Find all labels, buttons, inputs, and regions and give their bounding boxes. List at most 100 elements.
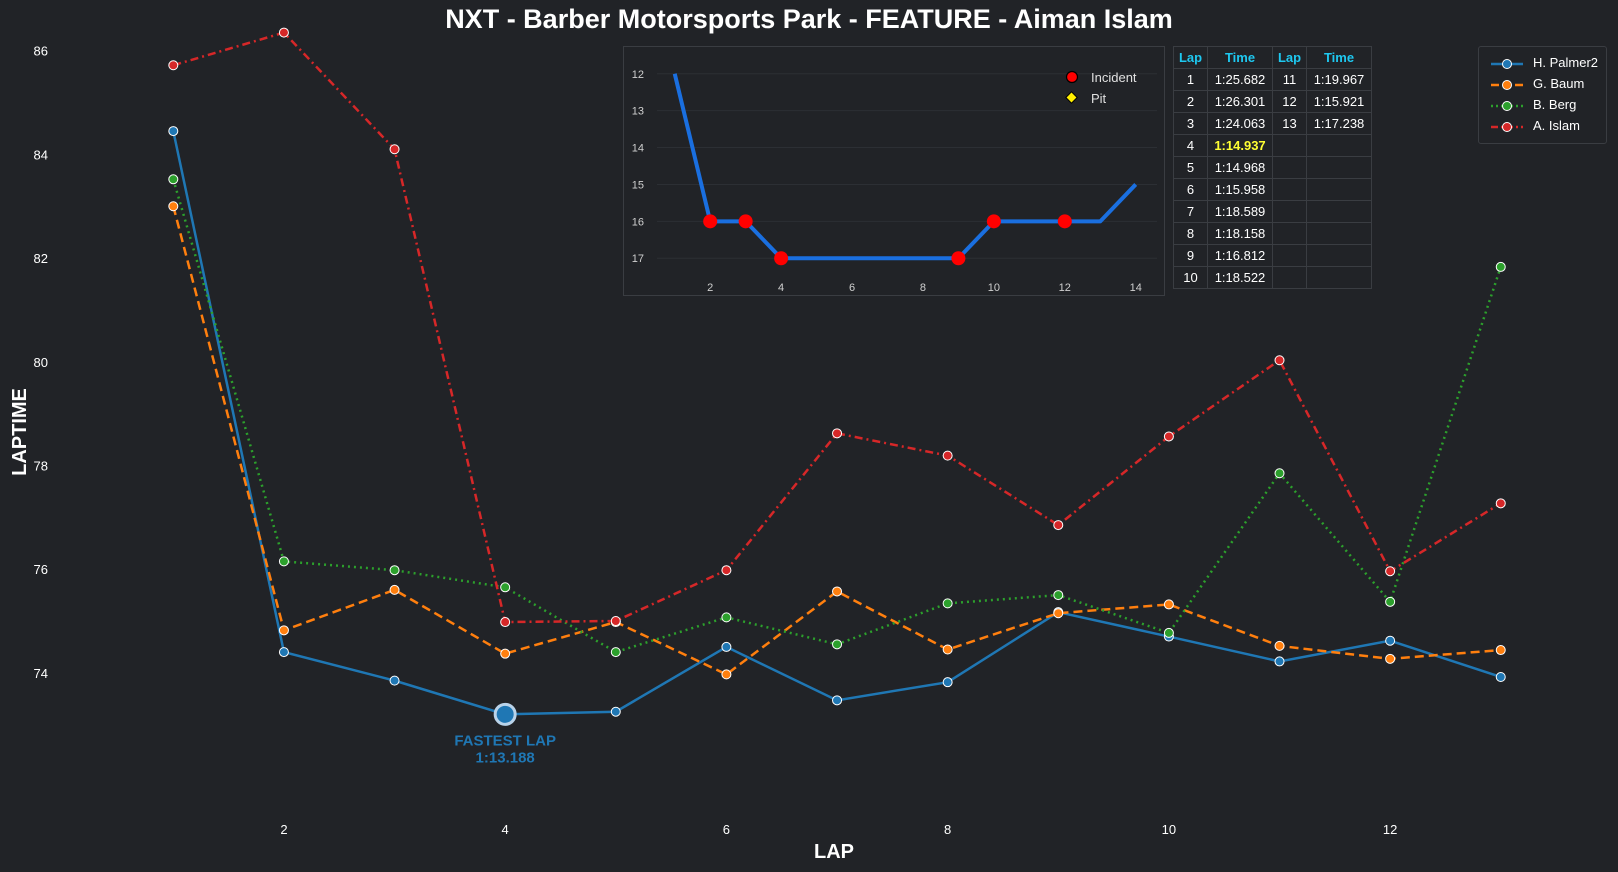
data-point bbox=[389, 565, 400, 576]
y-tick-label: 84 bbox=[34, 147, 48, 162]
x-tick-label: 6 bbox=[723, 822, 730, 837]
lap-times-table: Lap Time Lap Time 1 1:25.682 11 1:19.967 2 1:… bbox=[1173, 46, 1372, 289]
y-tick-label: 76 bbox=[34, 562, 48, 577]
table-cell: 3 bbox=[1173, 112, 1208, 135]
incident-marker bbox=[774, 251, 789, 266]
table-cell bbox=[1306, 134, 1372, 157]
table-cell: 5 bbox=[1173, 156, 1208, 179]
data-point bbox=[1053, 608, 1064, 619]
table-cell bbox=[1272, 134, 1307, 157]
table-cell bbox=[1272, 266, 1307, 289]
y-tick-label: 82 bbox=[34, 251, 48, 266]
table-cell bbox=[1272, 200, 1307, 223]
data-point bbox=[721, 565, 732, 576]
table-cell: 11 bbox=[1272, 68, 1307, 91]
y-axis-label: LAPTIME bbox=[9, 388, 31, 476]
table-row: 3 1:24.063 13 1:17.238 bbox=[1173, 112, 1372, 135]
fastest-lap-label: FASTEST LAP bbox=[454, 732, 556, 749]
table-cell: 2 bbox=[1173, 90, 1208, 113]
x-tick-label: 10 bbox=[1162, 822, 1176, 837]
inset-y-tick: 16 bbox=[632, 216, 644, 228]
data-point bbox=[1495, 671, 1506, 682]
table-cell: 6 bbox=[1173, 178, 1208, 201]
table-row: 9 1:16.812 bbox=[1173, 244, 1372, 267]
table-cell bbox=[1306, 244, 1372, 267]
table-cell: 1:15.921 bbox=[1306, 90, 1372, 113]
data-point bbox=[610, 706, 621, 717]
inset-y-tick: 13 bbox=[632, 106, 644, 118]
legend-marker-icon bbox=[1491, 122, 1523, 132]
table-cell bbox=[1272, 178, 1307, 201]
data-point bbox=[168, 174, 179, 185]
data-point bbox=[942, 677, 953, 688]
data-point bbox=[168, 60, 179, 71]
table-cell: 1:14.937 bbox=[1207, 134, 1273, 157]
table-cell: 8 bbox=[1173, 222, 1208, 245]
data-point bbox=[168, 201, 179, 212]
inset-y-tick: 15 bbox=[632, 179, 644, 191]
legend-incident-label: Incident bbox=[1091, 70, 1137, 85]
table-cell bbox=[1272, 156, 1307, 179]
incident-marker-icon bbox=[1065, 70, 1079, 84]
data-point bbox=[610, 647, 621, 658]
table-cell: 1:26.301 bbox=[1207, 90, 1273, 113]
data-point bbox=[832, 428, 843, 439]
y-tick-label: 80 bbox=[34, 355, 48, 370]
table-cell bbox=[1306, 156, 1372, 179]
table-cell: 1:18.522 bbox=[1207, 266, 1273, 289]
data-point bbox=[500, 648, 511, 659]
data-point bbox=[942, 644, 953, 655]
inset-legend: Incident Pit bbox=[1065, 70, 1137, 106]
data-point bbox=[832, 586, 843, 597]
data-point bbox=[168, 126, 179, 137]
data-point bbox=[1274, 656, 1285, 667]
data-point bbox=[942, 450, 953, 461]
table-cell: 12 bbox=[1272, 90, 1307, 113]
legend-pit-label: Pit bbox=[1091, 91, 1107, 106]
table-header: Lap bbox=[1272, 46, 1307, 69]
x-tick-label: 8 bbox=[944, 822, 951, 837]
table-cell: 4 bbox=[1173, 134, 1208, 157]
table-cell: 1:16.812 bbox=[1207, 244, 1273, 267]
table-cell: 7 bbox=[1173, 200, 1208, 223]
table-cell: 10 bbox=[1173, 266, 1208, 289]
legend-marker-icon bbox=[1491, 101, 1523, 111]
x-tick-label: 2 bbox=[280, 822, 287, 837]
legend-label: H. Palmer2 bbox=[1533, 55, 1599, 70]
data-point bbox=[721, 669, 732, 680]
incident-marker bbox=[986, 214, 1001, 229]
data-point bbox=[1274, 640, 1285, 651]
table-cell bbox=[1272, 222, 1307, 245]
data-point bbox=[721, 612, 732, 623]
table-cell bbox=[1306, 266, 1372, 289]
data-point bbox=[1274, 355, 1285, 366]
inset-x-tick: 10 bbox=[988, 282, 1000, 294]
table-cell: 13 bbox=[1272, 112, 1307, 135]
data-point bbox=[389, 675, 400, 686]
table-header: Lap bbox=[1173, 46, 1208, 69]
position-line bbox=[672, 73, 1138, 261]
data-point bbox=[1163, 627, 1174, 638]
legend-label: A. Islam bbox=[1533, 118, 1580, 133]
inset-y-tick: 17 bbox=[632, 253, 644, 265]
data-point bbox=[278, 556, 289, 567]
inset-x-tick: 2 bbox=[707, 282, 713, 294]
table-row: 7 1:18.589 bbox=[1173, 200, 1372, 223]
data-point bbox=[1385, 596, 1396, 607]
data-point bbox=[1495, 498, 1506, 509]
position-chart-svg: 12 13 14 15 16 17 2 4 6 8 10 12 14 Incident Pit bbox=[632, 69, 1157, 294]
data-point bbox=[1053, 590, 1064, 601]
data-point bbox=[1385, 635, 1396, 646]
incident-marker bbox=[738, 214, 753, 229]
inset-x-tick: 14 bbox=[1130, 282, 1142, 294]
legend-label: B. Berg bbox=[1533, 97, 1577, 112]
data-point bbox=[500, 617, 511, 628]
table-cell bbox=[1306, 178, 1372, 201]
table-row: 6 1:15.958 bbox=[1173, 178, 1372, 201]
data-point bbox=[1274, 468, 1285, 479]
data-point bbox=[832, 639, 843, 650]
table-cell: 9 bbox=[1173, 244, 1208, 267]
legend-marker-icon bbox=[1491, 59, 1523, 69]
incident-marker bbox=[951, 251, 966, 266]
